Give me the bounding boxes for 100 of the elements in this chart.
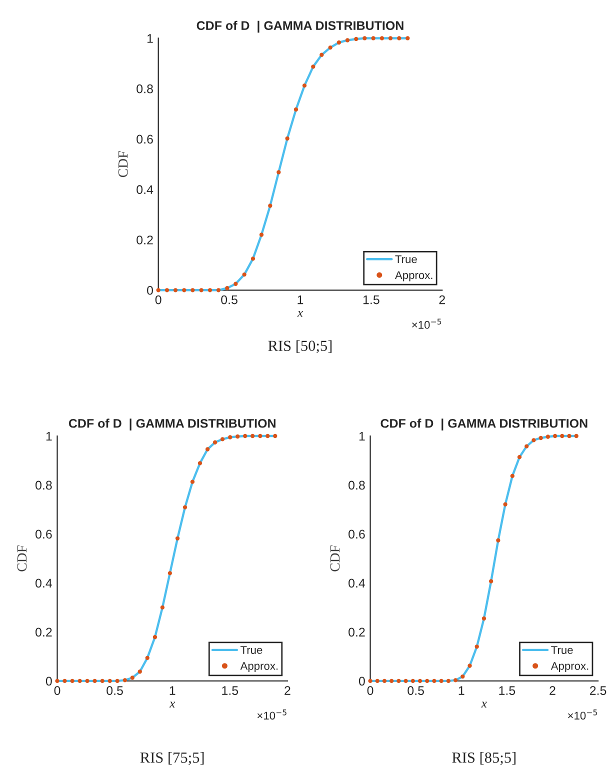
y-tick-label: 0.4 — [348, 578, 366, 588]
point — [320, 52, 324, 57]
x-axis-title: x — [297, 311, 303, 317]
text: ×10$^{−5}$ — [568, 710, 597, 720]
x-tick-label: 0.5 — [408, 686, 424, 695]
point — [406, 36, 410, 40]
point — [482, 616, 486, 621]
x-tick-label: 0.5 — [221, 295, 238, 304]
y-tick-label: 0.6 — [136, 134, 153, 144]
x-tick-label: 0 — [367, 686, 374, 695]
x-tick-label: 1.5 — [499, 686, 516, 695]
point — [234, 282, 238, 286]
point — [268, 204, 272, 208]
point — [160, 605, 165, 610]
point — [220, 437, 225, 442]
point — [538, 436, 543, 440]
point — [432, 678, 436, 684]
point — [164, 288, 170, 292]
point — [236, 434, 240, 439]
y-tick-label: 1 — [46, 432, 52, 441]
point — [198, 461, 202, 466]
text: ×10$^{−5}$ — [257, 710, 286, 720]
point — [190, 480, 195, 484]
chart-title: CDF of D | GAMMA DISTRIBUTION — [380, 418, 588, 430]
point — [418, 678, 422, 684]
point — [552, 434, 558, 438]
point — [228, 435, 232, 440]
point — [216, 288, 221, 292]
point — [302, 84, 307, 88]
x-tick-label: 1.5 — [222, 686, 238, 695]
point — [243, 434, 248, 438]
legend-label: Approx. — [550, 662, 588, 672]
point — [92, 678, 97, 684]
point — [371, 36, 376, 40]
point — [404, 678, 408, 684]
point — [328, 45, 332, 50]
y-tick-label: 0.6 — [348, 530, 365, 539]
point — [100, 678, 104, 684]
x-tick-label: 2 — [550, 686, 556, 695]
point — [70, 678, 74, 684]
y-tick-label: 0.4 — [36, 578, 52, 588]
point — [85, 678, 90, 684]
point — [524, 444, 529, 448]
point — [78, 678, 82, 684]
point — [567, 434, 572, 438]
point — [273, 434, 278, 438]
legend-label: Approx. — [240, 662, 278, 672]
point — [446, 678, 451, 684]
point — [250, 434, 255, 438]
point — [368, 678, 372, 684]
point — [311, 64, 316, 69]
x-tick-label: 1 — [458, 686, 464, 695]
point — [285, 136, 290, 141]
x-tick-label: 0.5 — [106, 686, 123, 695]
x-tick-label: 2 — [284, 686, 290, 695]
point — [532, 438, 536, 442]
point — [242, 272, 246, 277]
y-axis-title: CDF — [17, 545, 27, 572]
y-tick-label: 0 — [358, 676, 365, 686]
point — [474, 644, 479, 649]
point — [115, 678, 120, 684]
x-axis-title: x — [481, 702, 487, 708]
y-tick-label: 1 — [359, 432, 365, 441]
x-tick-label: 0 — [155, 295, 162, 304]
point — [122, 678, 128, 682]
point — [276, 170, 281, 174]
point — [336, 40, 342, 45]
text: RIS [85;5] — [452, 752, 516, 765]
point — [168, 571, 172, 576]
x-tick-label: 2 — [439, 295, 445, 304]
point — [258, 434, 262, 438]
point — [138, 670, 142, 674]
x-tick-label: 1 — [170, 686, 176, 695]
x-axis-title: x — [169, 702, 176, 708]
point — [108, 678, 112, 684]
y-axis-title: CDF — [330, 545, 340, 572]
point — [182, 288, 186, 292]
text: RIS [75;5] — [140, 752, 204, 765]
point — [354, 36, 358, 42]
point — [468, 664, 472, 668]
point — [190, 288, 195, 292]
chart-title: CDF of D | GAMMA DISTRIBUTION — [196, 20, 404, 33]
point — [503, 502, 508, 506]
point — [130, 676, 134, 680]
y-axis-title: CDF — [118, 151, 128, 178]
y-tick-label: 0 — [46, 676, 52, 686]
y-tick-label: 0.2 — [136, 236, 153, 244]
point — [388, 36, 393, 40]
point — [145, 656, 150, 660]
x-tick-label: 0 — [54, 686, 60, 695]
point — [250, 256, 256, 261]
point — [55, 678, 60, 684]
legend-label: True — [395, 255, 417, 264]
point — [62, 678, 67, 684]
point — [225, 286, 230, 290]
text: ×10$^{−5}$ — [412, 318, 442, 329]
point — [380, 36, 384, 40]
point — [156, 288, 160, 292]
point — [345, 38, 350, 42]
point — [439, 678, 444, 684]
